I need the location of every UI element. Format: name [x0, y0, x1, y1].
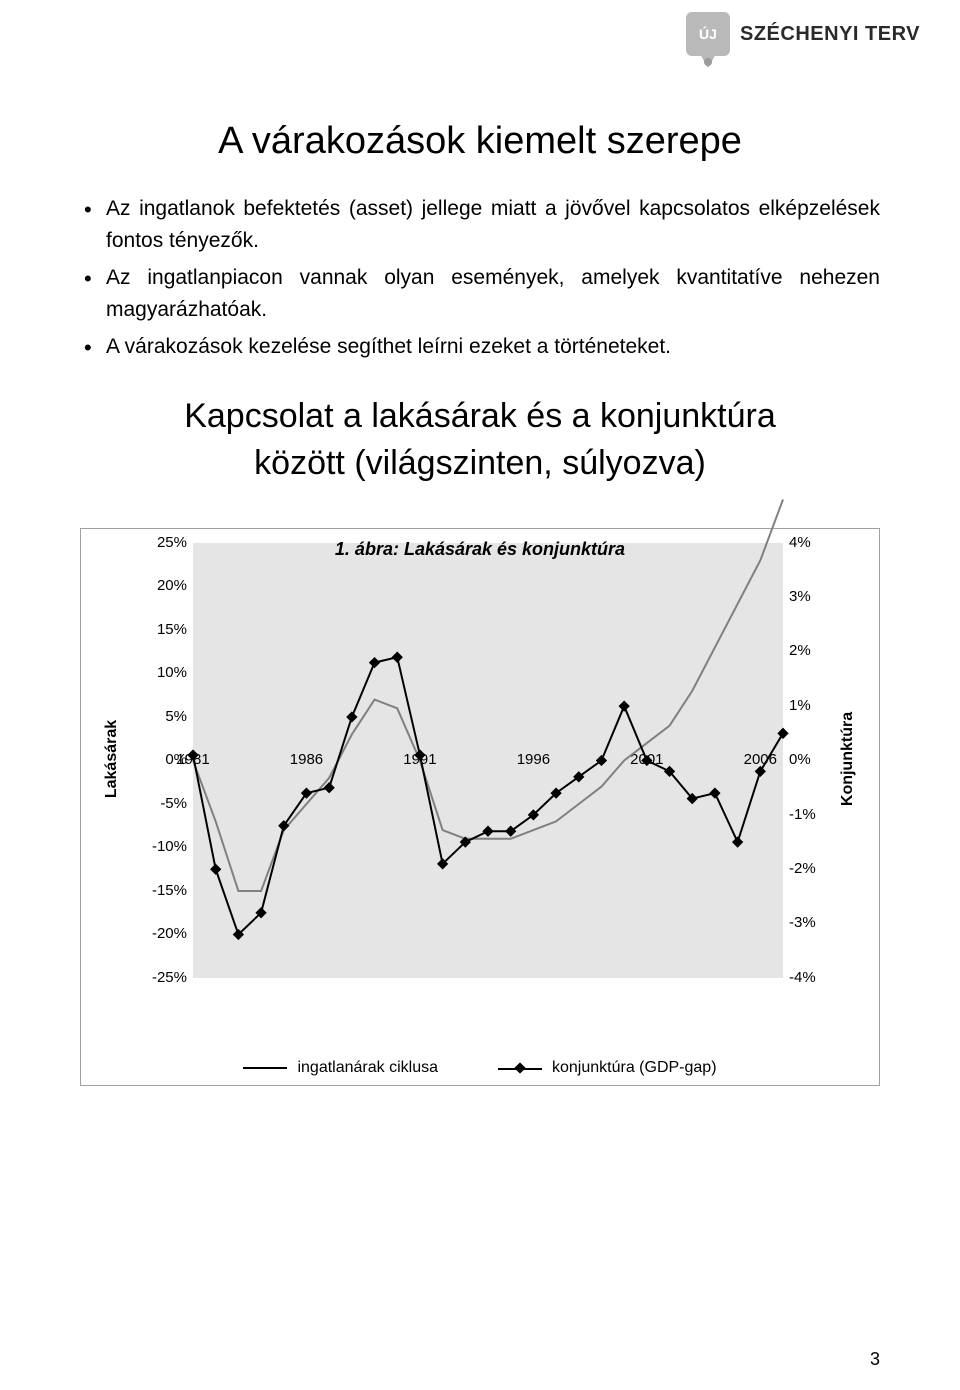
page-number: 3 [870, 1349, 880, 1370]
plot-svg [83, 533, 843, 1018]
chart-region: 1. ábra: Lakásárak és konjunktúra25%20%1… [83, 533, 877, 1053]
legend-item: ingatlanárak ciklusa [243, 1059, 438, 1077]
series-marker-diamond [187, 749, 198, 760]
series-marker-diamond [641, 755, 652, 766]
series-marker-diamond [482, 825, 493, 836]
series-marker-diamond [210, 863, 221, 874]
section-title: Kapcsolat a lakásárak és a konjunktúra k… [80, 393, 880, 488]
logo-badge: ÚJ [686, 12, 730, 56]
logo-title: SZÉCHENYI TERV [740, 23, 920, 46]
brand-logo: ÚJ SZÉCHENYI TERV [686, 12, 920, 56]
page-title: A várakozások kiemelt szerepe [80, 120, 880, 163]
logo-badge-text: ÚJ [699, 26, 717, 42]
legend-swatch-line [243, 1067, 287, 1069]
list-item: Az ingatlanpiacon vannak olyan események… [80, 262, 880, 325]
section-title-line1: Kapcsolat a lakásárak és a konjunktúra [184, 397, 776, 435]
legend-label: konjunktúra (GDP-gap) [552, 1059, 717, 1077]
chart-legend: ingatlanárak ciklusa konjunktúra (GDP-ga… [83, 1059, 877, 1077]
list-item: Az ingatlanok befektetés (asset) jellege… [80, 193, 880, 256]
logo-pin-icon [700, 54, 716, 68]
legend-swatch-line-marker [498, 1068, 542, 1078]
legend-label: ingatlanárak ciklusa [297, 1059, 438, 1077]
section-title-line2: között (világszinten, súlyozva) [254, 444, 706, 482]
bullet-list: Az ingatlanok befektetés (asset) jellege… [80, 193, 880, 363]
series-marker-diamond [755, 765, 766, 776]
chart-container: 1. ábra: Lakásárak és konjunktúra25%20%1… [80, 528, 880, 1086]
series-marker-diamond [392, 651, 403, 662]
legend-item: konjunktúra (GDP-gap) [498, 1059, 717, 1077]
series-marker-diamond [346, 711, 357, 722]
series-marker-diamond [732, 836, 743, 847]
series-marker-diamond [369, 657, 380, 668]
list-item: A várakozások kezelése segíthet leírni e… [80, 331, 880, 363]
series-marker-diamond [777, 727, 788, 738]
series-marker-diamond [618, 700, 629, 711]
series-marker-diamond [709, 787, 720, 798]
